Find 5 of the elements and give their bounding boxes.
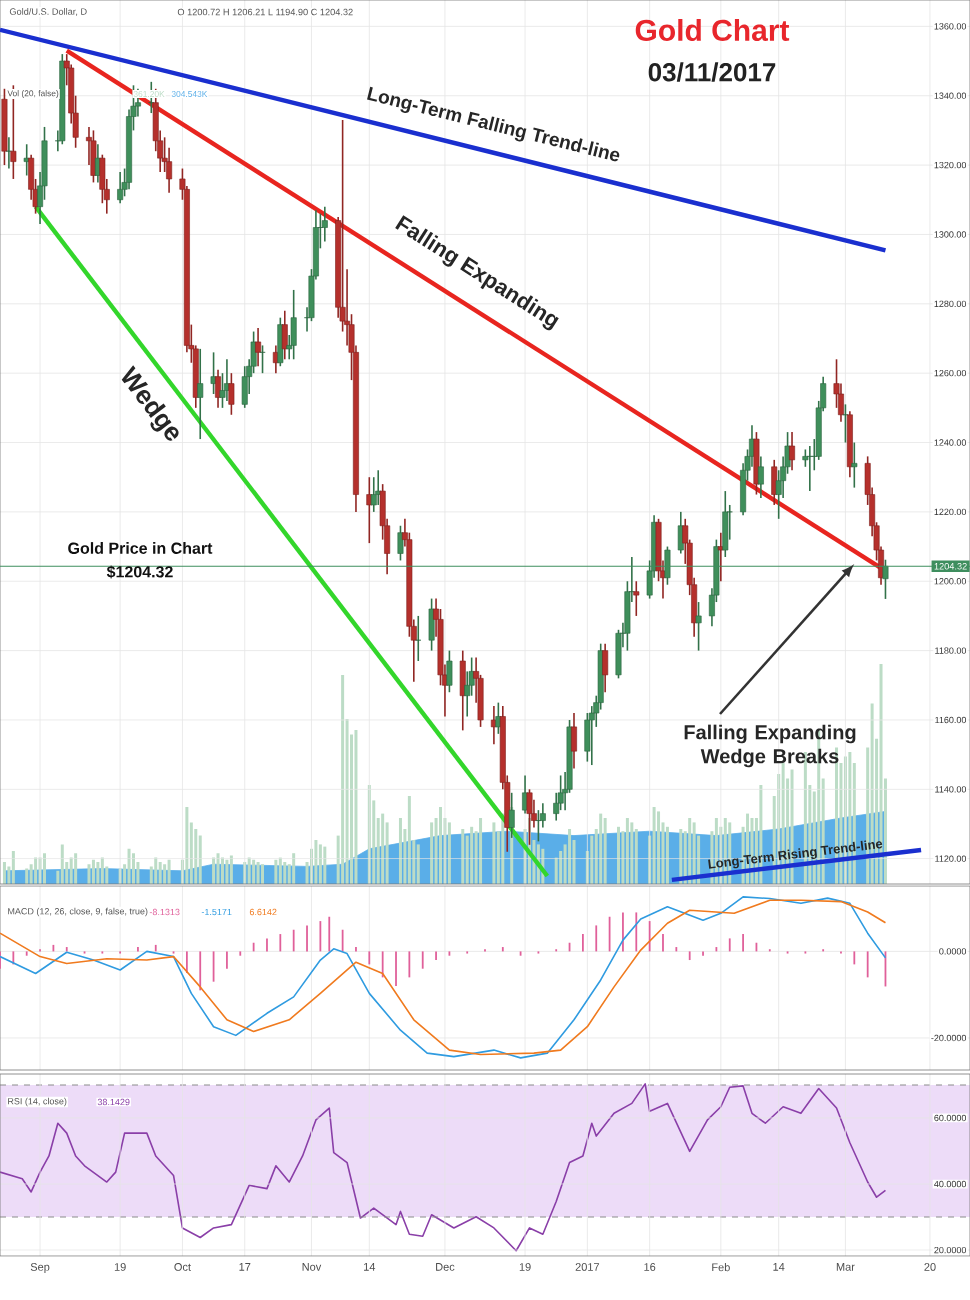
annotation: Falling Expanding Wedge Breaks	[684, 724, 856, 768]
annotation: $1204.32	[106, 565, 173, 579]
annotation: Gold Price in Chart	[68, 542, 213, 554]
text: 03/11/2017	[648, 62, 776, 82]
text: Gold Chart	[635, 18, 790, 42]
